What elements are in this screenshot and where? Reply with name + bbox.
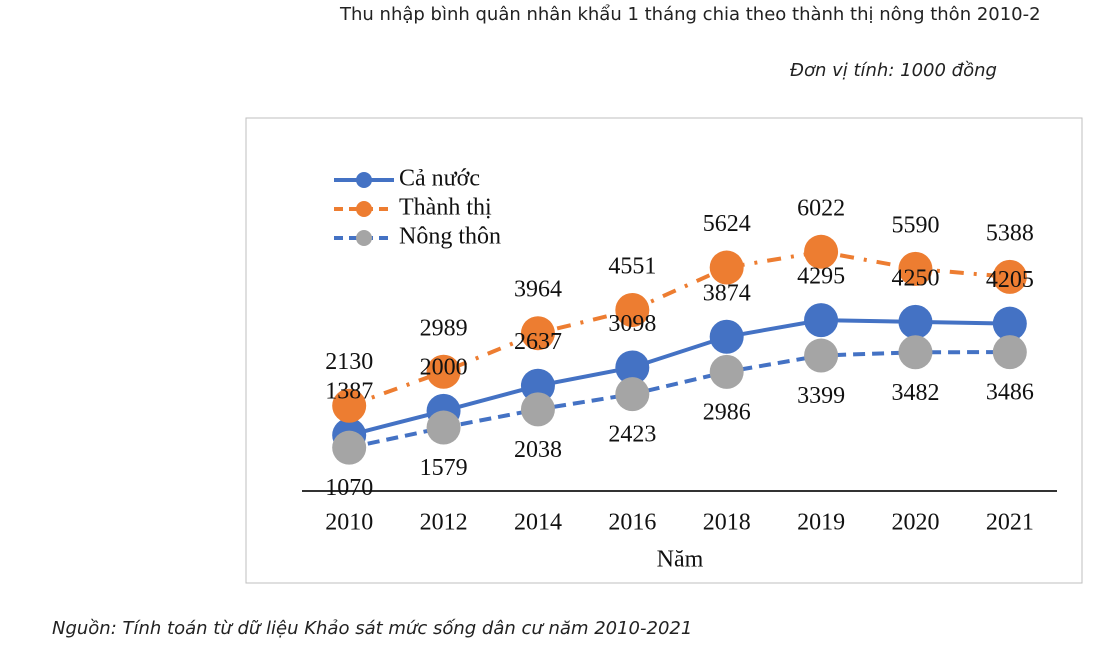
legend-marker xyxy=(356,230,372,246)
data-label: 5590 xyxy=(891,212,939,238)
marker xyxy=(992,335,1027,370)
chart: Năm 2010 2012 2014 2016 2018 2019 2020 2021 1387… xyxy=(245,117,1083,584)
marker xyxy=(898,251,933,286)
marker xyxy=(332,430,367,465)
marker xyxy=(992,306,1027,341)
marker xyxy=(615,377,650,412)
data-label: 5624 xyxy=(703,211,751,237)
data-label: 2989 xyxy=(420,315,468,341)
x-axis-label: Năm xyxy=(657,547,704,573)
x-tick-label: 2010 xyxy=(325,510,373,536)
x-tick-label: 2014 xyxy=(514,510,562,536)
data-label: 3098 xyxy=(608,311,656,337)
data-label: 3399 xyxy=(797,383,845,409)
data-label: 1387 xyxy=(325,379,373,405)
data-label: 2423 xyxy=(608,422,656,448)
data-label: 4205 xyxy=(986,267,1034,293)
marker xyxy=(709,319,744,354)
data-label: 2038 xyxy=(514,437,562,463)
data-label: 3482 xyxy=(891,380,939,406)
marker xyxy=(709,354,744,389)
marker xyxy=(520,368,555,403)
data-label: 3874 xyxy=(703,280,751,306)
legend-label: Thành thị xyxy=(399,195,492,221)
x-tick-label: 2020 xyxy=(891,510,939,536)
marker xyxy=(426,354,461,389)
data-label: 3486 xyxy=(986,380,1034,406)
marker xyxy=(615,350,650,385)
chart-frame xyxy=(245,117,1083,584)
marker xyxy=(898,304,933,339)
data-label: 2000 xyxy=(420,354,468,380)
data-label: 2130 xyxy=(325,349,373,375)
legend-label: Cả nước xyxy=(399,166,480,192)
data-label: 2637 xyxy=(514,329,562,355)
marker xyxy=(520,316,555,351)
x-tick-label: 2019 xyxy=(797,510,845,536)
data-label: 2986 xyxy=(703,399,751,425)
marker xyxy=(520,392,555,427)
marker xyxy=(804,338,839,373)
heading: Thu nhập bình quân nhân khẩu 1 tháng chi… xyxy=(340,4,1041,25)
data-label: 4295 xyxy=(797,264,845,290)
data-label: 4551 xyxy=(608,253,656,279)
data-label: 1070 xyxy=(325,475,373,501)
marker xyxy=(898,335,933,370)
data-label: 6022 xyxy=(797,195,845,221)
data-label: 4250 xyxy=(891,265,939,291)
marker xyxy=(804,234,839,269)
data-label: 3964 xyxy=(514,277,562,303)
marker xyxy=(709,250,744,285)
data-label: 5388 xyxy=(986,220,1034,246)
marker xyxy=(615,292,650,327)
data-label: 1579 xyxy=(420,455,468,481)
legend-label: Nông thôn xyxy=(399,224,501,250)
marker xyxy=(426,410,461,445)
legend-marker xyxy=(356,201,372,217)
unit-note: Đơn vị tính: 1000 đồng xyxy=(790,60,997,81)
x-tick-label: 2021 xyxy=(986,510,1034,536)
legend-marker xyxy=(356,172,372,188)
marker xyxy=(332,388,367,423)
source-note: Nguồn: Tính toán từ dữ liệu Khảo sát mức… xyxy=(52,618,693,639)
x-tick-label: 2018 xyxy=(703,510,751,536)
marker xyxy=(804,303,839,338)
x-tick-label: 2016 xyxy=(608,510,656,536)
marker xyxy=(992,259,1027,294)
x-tick-label: 2012 xyxy=(420,510,468,536)
